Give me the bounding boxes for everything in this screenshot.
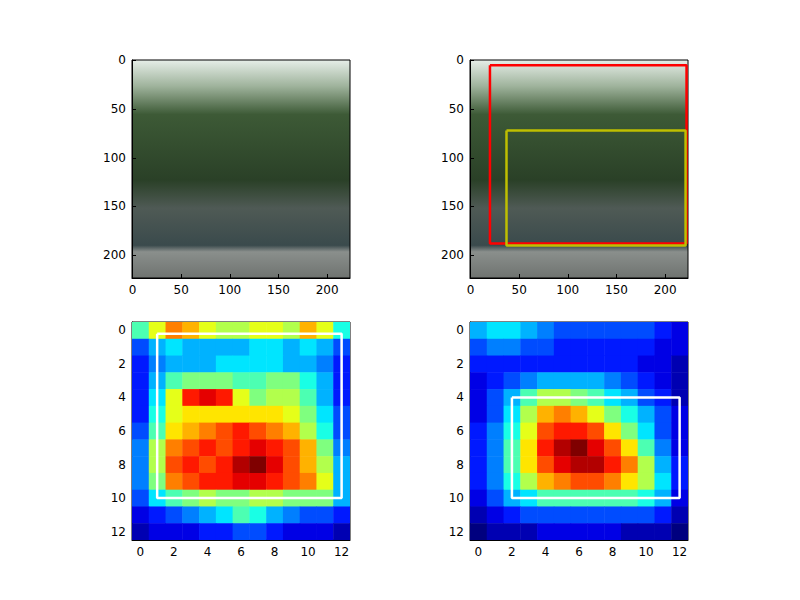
svg-text:8: 8 xyxy=(609,545,617,559)
svg-text:100: 100 xyxy=(556,283,579,297)
svg-text:0: 0 xyxy=(129,283,137,297)
svg-text:200: 200 xyxy=(316,283,339,297)
svg-text:0: 0 xyxy=(118,323,126,337)
svg-text:0: 0 xyxy=(475,545,483,559)
svg-text:150: 150 xyxy=(441,199,464,213)
svg-text:12: 12 xyxy=(111,525,126,539)
svg-text:150: 150 xyxy=(103,199,126,213)
svg-text:100: 100 xyxy=(103,151,126,165)
svg-text:50: 50 xyxy=(174,283,189,297)
svg-text:0: 0 xyxy=(456,323,464,337)
svg-text:150: 150 xyxy=(605,283,628,297)
svg-text:6: 6 xyxy=(118,424,126,438)
svg-text:2: 2 xyxy=(170,545,178,559)
svg-text:200: 200 xyxy=(103,248,126,262)
svg-text:2: 2 xyxy=(456,357,464,371)
svg-text:50: 50 xyxy=(111,102,126,116)
svg-text:200: 200 xyxy=(441,248,464,262)
svg-text:100: 100 xyxy=(441,151,464,165)
svg-text:0: 0 xyxy=(456,53,464,67)
svg-text:8: 8 xyxy=(118,458,126,472)
svg-text:50: 50 xyxy=(449,102,464,116)
svg-text:200: 200 xyxy=(654,283,677,297)
svg-text:2: 2 xyxy=(118,357,126,371)
svg-text:100: 100 xyxy=(218,283,241,297)
svg-text:12: 12 xyxy=(449,525,464,539)
svg-text:10: 10 xyxy=(449,491,464,505)
svg-text:6: 6 xyxy=(237,545,245,559)
svg-text:150: 150 xyxy=(267,283,290,297)
svg-text:8: 8 xyxy=(271,545,279,559)
svg-text:10: 10 xyxy=(111,491,126,505)
svg-text:12: 12 xyxy=(334,545,349,559)
svg-text:10: 10 xyxy=(638,545,653,559)
svg-text:2: 2 xyxy=(508,545,516,559)
svg-text:0: 0 xyxy=(118,53,126,67)
svg-text:6: 6 xyxy=(575,545,583,559)
svg-text:4: 4 xyxy=(542,545,550,559)
svg-text:6: 6 xyxy=(456,424,464,438)
svg-text:4: 4 xyxy=(456,390,464,404)
svg-text:4: 4 xyxy=(204,545,212,559)
svg-text:0: 0 xyxy=(137,545,145,559)
svg-text:8: 8 xyxy=(456,458,464,472)
svg-text:0: 0 xyxy=(467,283,475,297)
svg-text:4: 4 xyxy=(118,390,126,404)
svg-text:50: 50 xyxy=(512,283,527,297)
svg-text:12: 12 xyxy=(672,545,687,559)
svg-text:10: 10 xyxy=(300,545,315,559)
